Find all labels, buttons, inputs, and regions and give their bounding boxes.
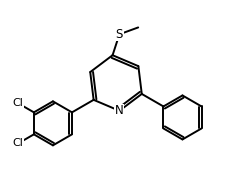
Text: N: N: [115, 104, 123, 117]
Text: S: S: [115, 28, 122, 41]
Text: Cl: Cl: [13, 98, 24, 108]
Text: Cl: Cl: [13, 138, 24, 148]
